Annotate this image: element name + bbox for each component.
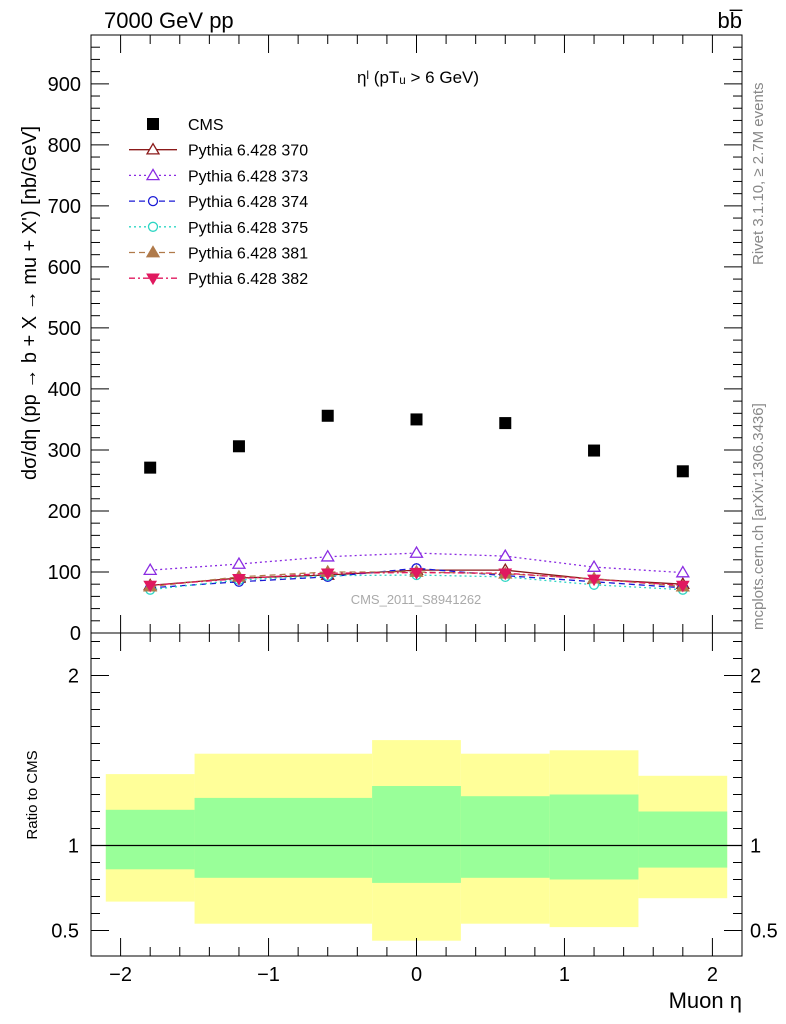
ratio-y-axis-label: Ratio to CMS xyxy=(24,750,41,839)
data-point xyxy=(232,440,245,453)
legend: CMS Pythia 6.428 370 Pythia 6.428 373 Pythi… xyxy=(129,117,308,288)
legend-label: Pythia 6.428 370 xyxy=(188,143,308,160)
legend-item: Pythia 6.428 375 xyxy=(129,220,308,237)
main-y-axis-label: dσ/dη (pp → b + X → mu + X') [nb/GeV] xyxy=(19,126,41,480)
series-cms xyxy=(144,409,689,478)
ratio-inner-band xyxy=(638,811,728,868)
data-point xyxy=(409,545,424,558)
legend-marker xyxy=(145,142,161,155)
ratio-inner-band xyxy=(105,809,195,870)
legend-label: Pythia 6.428 381 xyxy=(188,246,308,263)
x-tick-label: 0 xyxy=(411,964,422,986)
x-tick-label: 1 xyxy=(559,964,570,986)
x-axis-label: Muon η xyxy=(669,988,742,1013)
main-y-tick-label: 0 xyxy=(70,623,81,645)
main-y-tick-label: 100 xyxy=(48,562,81,584)
ratio-y-tick-label-right: 0.5 xyxy=(750,921,778,943)
main-series-group xyxy=(143,409,690,595)
data-point xyxy=(143,562,158,575)
data-point xyxy=(143,580,158,593)
data-point xyxy=(499,417,512,430)
legend-item: Pythia 6.428 381 xyxy=(129,245,308,263)
main-y-tick-label: 800 xyxy=(48,135,81,157)
legend-marker xyxy=(145,245,161,258)
ratio-inner-band xyxy=(549,794,639,880)
legend-item: CMS xyxy=(147,117,224,134)
series-pythia-6-428-373 xyxy=(143,545,690,578)
ratio-y-tick-label: 1 xyxy=(68,836,79,858)
legend-item: Pythia 6.428 374 xyxy=(129,194,308,211)
main-y-tick-label: 900 xyxy=(48,74,81,96)
process-label: bb̅ xyxy=(718,8,743,33)
ratio-y-tick-label-right: 1 xyxy=(750,836,761,858)
data-point xyxy=(675,580,690,593)
data-point xyxy=(409,567,424,580)
main-y-tick-label: 500 xyxy=(48,318,81,340)
data-point xyxy=(498,548,513,561)
legend-label: Pythia 6.428 373 xyxy=(188,168,308,185)
rivet-label: Rivet 3.1.10, ≥ 2.7M events xyxy=(750,83,767,266)
ratio-axes: 0.5 0.5 1 1 2 2 −2 −1 0 1 2 xyxy=(51,633,778,986)
data-point xyxy=(144,461,157,474)
main-y-tick-label: 600 xyxy=(48,257,81,279)
legend-marker xyxy=(147,118,159,130)
legend-item: Pythia 6.428 370 xyxy=(129,142,308,160)
ratio-bands xyxy=(91,740,742,941)
ratio-inner-band xyxy=(372,786,461,883)
data-point xyxy=(587,574,601,587)
data-point xyxy=(675,565,690,578)
data-point xyxy=(410,413,423,426)
watermark: CMS_2011_S8941262 xyxy=(351,592,482,607)
ratio-y-tick-label: 2 xyxy=(68,666,79,688)
ratio-frame xyxy=(90,632,743,957)
data-point xyxy=(586,559,602,572)
legend-label: Pythia 6.428 382 xyxy=(188,271,308,288)
x-tick-label: −2 xyxy=(109,964,132,986)
data-point xyxy=(676,465,689,478)
x-tick-label: 2 xyxy=(707,964,718,986)
legend-label: Pythia 6.428 375 xyxy=(188,220,308,237)
energy-label: 7000 GeV pp xyxy=(104,8,234,33)
main-y-tick-label: 400 xyxy=(48,379,81,401)
main-y-tick-label: 200 xyxy=(48,501,81,523)
data-point xyxy=(320,568,335,581)
data-point xyxy=(232,573,246,586)
legend-marker xyxy=(145,168,161,181)
legend-item: Pythia 6.428 382 xyxy=(129,271,308,288)
x-tick-label: −1 xyxy=(257,964,280,986)
legend-label: Pythia 6.428 374 xyxy=(188,194,308,211)
data-point xyxy=(498,568,513,581)
mcplots-label: mcplots.cern.ch [arXiv:1306.3436] xyxy=(750,403,767,630)
main-y-tick-label: 300 xyxy=(48,440,81,462)
ratio-inner-band xyxy=(194,797,373,878)
legend-marker xyxy=(147,221,159,232)
legend-label: CMS xyxy=(188,117,224,134)
plot-title: ηˡ (pTᵤ > 6 GeV) xyxy=(357,68,479,87)
data-point xyxy=(321,409,334,422)
data-point xyxy=(231,556,247,569)
data-point xyxy=(320,549,335,562)
legend-marker xyxy=(147,195,159,207)
ratio-inner-band xyxy=(460,796,550,878)
ratio-y-tick-label: 0.5 xyxy=(51,921,79,943)
legend-item: Pythia 6.428 373 xyxy=(129,168,308,185)
main-y-tick-label: 700 xyxy=(48,196,81,218)
legend-marker xyxy=(146,273,160,286)
main-axes: 0 100 200 300 400 500 600 700 800 900 xyxy=(48,34,743,645)
series-pythia-6-428-382 xyxy=(143,567,690,593)
data-point xyxy=(588,444,601,457)
ratio-y-tick-label-right: 2 xyxy=(750,666,761,688)
